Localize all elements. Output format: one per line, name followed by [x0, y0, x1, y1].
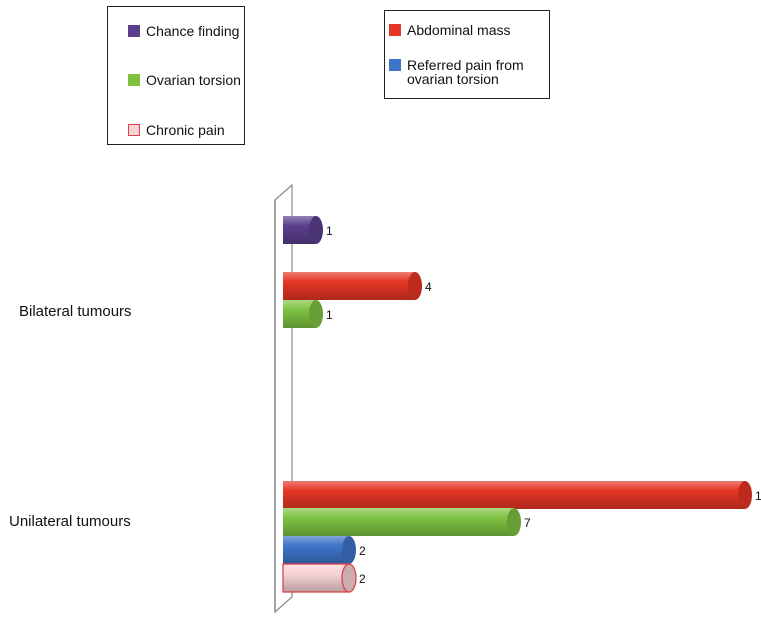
- legend-right: Abdominal mass Referred pain from ovaria…: [384, 10, 550, 99]
- legend-left: Chance finding Ovarian torsion Chronic p…: [107, 6, 245, 145]
- legend-swatch-referred-pain: [389, 59, 401, 71]
- legend-swatch-chronic-pain: [128, 124, 140, 136]
- legend-label-chance-finding: Chance finding: [146, 23, 240, 39]
- legend-label-referred-pain: Referred pain from ovarian torsion: [407, 58, 524, 86]
- legend-item-abdominal-mass: Abdominal mass: [389, 23, 511, 37]
- data-label-bilateral-chance-finding: 1: [326, 224, 333, 238]
- legend-item-referred-pain: Referred pain from ovarian torsion: [389, 58, 524, 86]
- bars-group: [282, 216, 752, 593]
- legend-label-chronic-pain: Chronic pain: [146, 122, 225, 138]
- category-label-unilateral: Unilateral tumours: [9, 513, 131, 530]
- data-label-unilateral-abdominal-mass: 14: [755, 489, 761, 503]
- data-labels-group: 14114722: [326, 224, 761, 586]
- bar-cap-unilateral-ovarian-torsion: [507, 508, 521, 536]
- legend-swatch-chance-finding: [128, 25, 140, 37]
- legend-item-chronic-pain: Chronic pain: [128, 123, 225, 137]
- legend-swatch-abdominal-mass: [389, 24, 401, 36]
- bar-bilateral-abdominal-mass: [283, 272, 415, 300]
- bar-cap-unilateral-abdominal-mass: [738, 481, 752, 509]
- legend-label-abdominal-mass: Abdominal mass: [407, 22, 511, 38]
- bar-cap-unilateral-referred-pain-from-ovarian-torsion: [342, 536, 356, 564]
- data-label-bilateral-abdominal-mass: 4: [425, 280, 432, 294]
- legend-label-ovarian-torsion: Ovarian torsion: [146, 72, 241, 88]
- data-label-unilateral-chronic-pain: 2: [359, 572, 366, 586]
- legend-label-referred-pain-line-1: Referred pain from: [407, 57, 524, 73]
- bar-unilateral-chronic-pain: [282, 563, 350, 593]
- data-label-unilateral-ovarian-torsion: 7: [524, 516, 531, 530]
- bar-unilateral-referred-pain-from-ovarian-torsion: [283, 536, 349, 564]
- legend-swatch-ovarian-torsion: [128, 74, 140, 86]
- bar-cap-bilateral-abdominal-mass: [408, 272, 422, 300]
- legend-item-chance-finding: Chance finding: [128, 24, 239, 38]
- bar-cap-bilateral-ovarian-torsion: [309, 300, 323, 328]
- bar-cap-unilateral-chronic-pain: [341, 563, 357, 593]
- category-label-bilateral: Bilateral tumours: [19, 303, 132, 320]
- bar-cap-bilateral-chance-finding: [309, 216, 323, 244]
- legend-item-ovarian-torsion: Ovarian torsion: [128, 73, 241, 87]
- data-label-bilateral-ovarian-torsion: 1: [326, 308, 333, 322]
- data-label-unilateral-referred-pain-from-ovarian-torsion: 2: [359, 544, 366, 558]
- bar-unilateral-ovarian-torsion: [283, 508, 514, 536]
- legend-label-referred-pain-line-2: ovarian torsion: [407, 71, 499, 87]
- bar-unilateral-abdominal-mass: [283, 481, 745, 509]
